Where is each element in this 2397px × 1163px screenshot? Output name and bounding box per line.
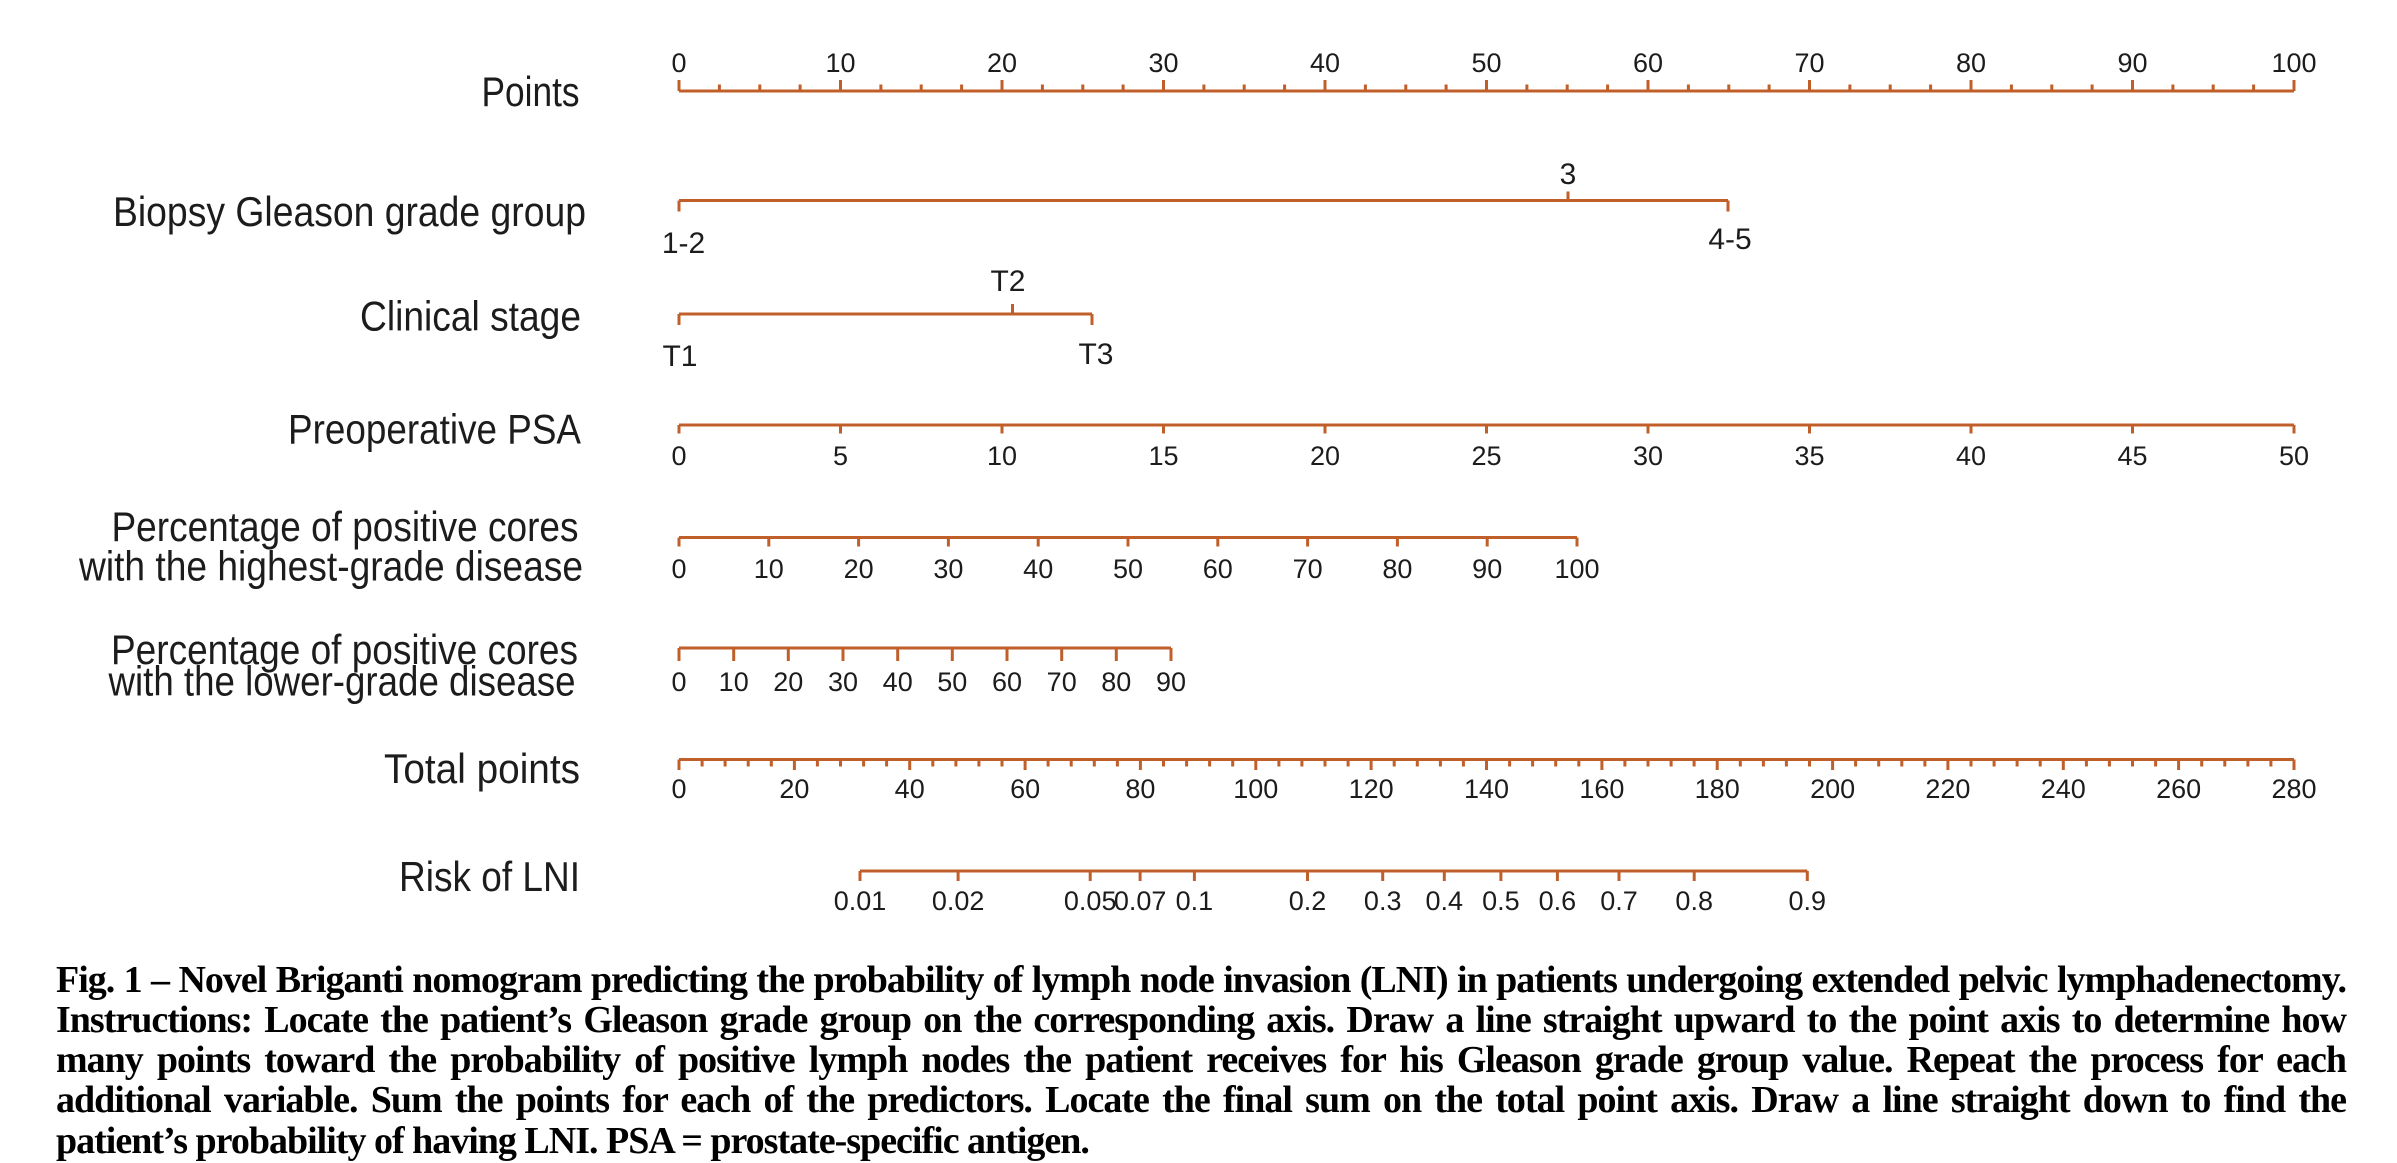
svg-text:40: 40: [1310, 48, 1340, 78]
svg-text:70: 70: [1293, 554, 1323, 584]
svg-text:60: 60: [1203, 554, 1233, 584]
svg-text:T3: T3: [1078, 338, 1113, 371]
svg-text:80: 80: [1382, 554, 1412, 584]
svg-text:Risk of LNI: Risk of LNI: [399, 853, 580, 900]
svg-text:Percentage of positive cores: Percentage of positive cores: [112, 503, 579, 550]
svg-text:10: 10: [754, 554, 784, 584]
svg-text:260: 260: [2156, 774, 2201, 804]
svg-text:0.2: 0.2: [1289, 886, 1327, 916]
svg-text:100: 100: [1233, 774, 1278, 804]
svg-text:60: 60: [1633, 48, 1663, 78]
svg-text:60: 60: [1010, 774, 1040, 804]
svg-text:10: 10: [825, 48, 855, 78]
svg-text:0.6: 0.6: [1539, 886, 1577, 916]
svg-text:T1: T1: [662, 340, 697, 373]
svg-text:30: 30: [1633, 441, 1663, 471]
svg-text:0.5: 0.5: [1482, 886, 1520, 916]
svg-text:0: 0: [671, 667, 686, 697]
svg-text:0.9: 0.9: [1789, 886, 1827, 916]
svg-text:with the lower-grade disease: with the lower-grade disease: [108, 658, 576, 705]
svg-text:40: 40: [1956, 441, 1986, 471]
svg-text:160: 160: [1579, 774, 1624, 804]
svg-text:40: 40: [883, 667, 913, 697]
svg-text:90: 90: [1472, 554, 1502, 584]
svg-text:0: 0: [671, 441, 686, 471]
svg-text:10: 10: [987, 441, 1017, 471]
svg-text:30: 30: [1148, 48, 1178, 78]
svg-text:0.05: 0.05: [1064, 886, 1117, 916]
svg-text:15: 15: [1148, 441, 1178, 471]
svg-text:0.02: 0.02: [932, 886, 985, 916]
svg-text:70: 70: [1047, 667, 1077, 697]
svg-text:50: 50: [937, 667, 967, 697]
svg-text:0: 0: [671, 774, 686, 804]
svg-text:0.4: 0.4: [1426, 886, 1464, 916]
svg-text:Preoperative PSA: Preoperative PSA: [288, 406, 581, 453]
svg-text:35: 35: [1794, 441, 1824, 471]
svg-text:30: 30: [828, 667, 858, 697]
svg-text:50: 50: [2279, 441, 2309, 471]
svg-text:20: 20: [779, 774, 809, 804]
svg-text:200: 200: [1810, 774, 1855, 804]
svg-text:with the highest-grade disease: with the highest-grade disease: [78, 543, 583, 590]
svg-text:90: 90: [1156, 667, 1186, 697]
svg-text:80: 80: [1101, 667, 1131, 697]
svg-text:50: 50: [1113, 554, 1143, 584]
svg-text:Total points: Total points: [384, 745, 580, 792]
svg-text:1-2: 1-2: [662, 227, 705, 260]
svg-text:0.07: 0.07: [1114, 886, 1167, 916]
svg-text:180: 180: [1695, 774, 1740, 804]
svg-text:T2: T2: [990, 265, 1025, 298]
svg-text:0.3: 0.3: [1364, 886, 1402, 916]
svg-text:0: 0: [671, 554, 686, 584]
svg-text:Biopsy Gleason grade group: Biopsy Gleason grade group: [113, 188, 586, 235]
svg-text:140: 140: [1464, 774, 1509, 804]
svg-text:3: 3: [1560, 158, 1577, 191]
svg-text:45: 45: [2117, 441, 2147, 471]
svg-text:20: 20: [987, 48, 1017, 78]
svg-text:25: 25: [1471, 441, 1501, 471]
svg-text:120: 120: [1349, 774, 1394, 804]
svg-text:0.01: 0.01: [834, 886, 887, 916]
svg-text:20: 20: [773, 667, 803, 697]
svg-text:Points: Points: [482, 68, 580, 115]
svg-text:0.1: 0.1: [1176, 886, 1214, 916]
svg-text:Clinical stage: Clinical stage: [360, 293, 581, 340]
svg-text:60: 60: [992, 667, 1022, 697]
svg-text:90: 90: [2117, 48, 2147, 78]
svg-text:100: 100: [2271, 48, 2316, 78]
svg-text:80: 80: [1125, 774, 1155, 804]
svg-text:100: 100: [1554, 554, 1599, 584]
svg-text:80: 80: [1956, 48, 1986, 78]
svg-text:0.7: 0.7: [1600, 886, 1638, 916]
svg-text:280: 280: [2271, 774, 2316, 804]
svg-text:Percentage of positive cores: Percentage of positive cores: [111, 626, 578, 673]
svg-text:40: 40: [895, 774, 925, 804]
svg-text:50: 50: [1471, 48, 1501, 78]
svg-text:20: 20: [844, 554, 874, 584]
svg-text:70: 70: [1794, 48, 1824, 78]
svg-text:0: 0: [671, 48, 686, 78]
svg-text:4-5: 4-5: [1708, 223, 1751, 256]
svg-text:5: 5: [833, 441, 848, 471]
svg-text:0.8: 0.8: [1675, 886, 1713, 916]
svg-text:30: 30: [933, 554, 963, 584]
svg-text:220: 220: [1925, 774, 1970, 804]
svg-text:20: 20: [1310, 441, 1340, 471]
svg-text:40: 40: [1023, 554, 1053, 584]
svg-text:10: 10: [719, 667, 749, 697]
svg-text:240: 240: [2041, 774, 2086, 804]
